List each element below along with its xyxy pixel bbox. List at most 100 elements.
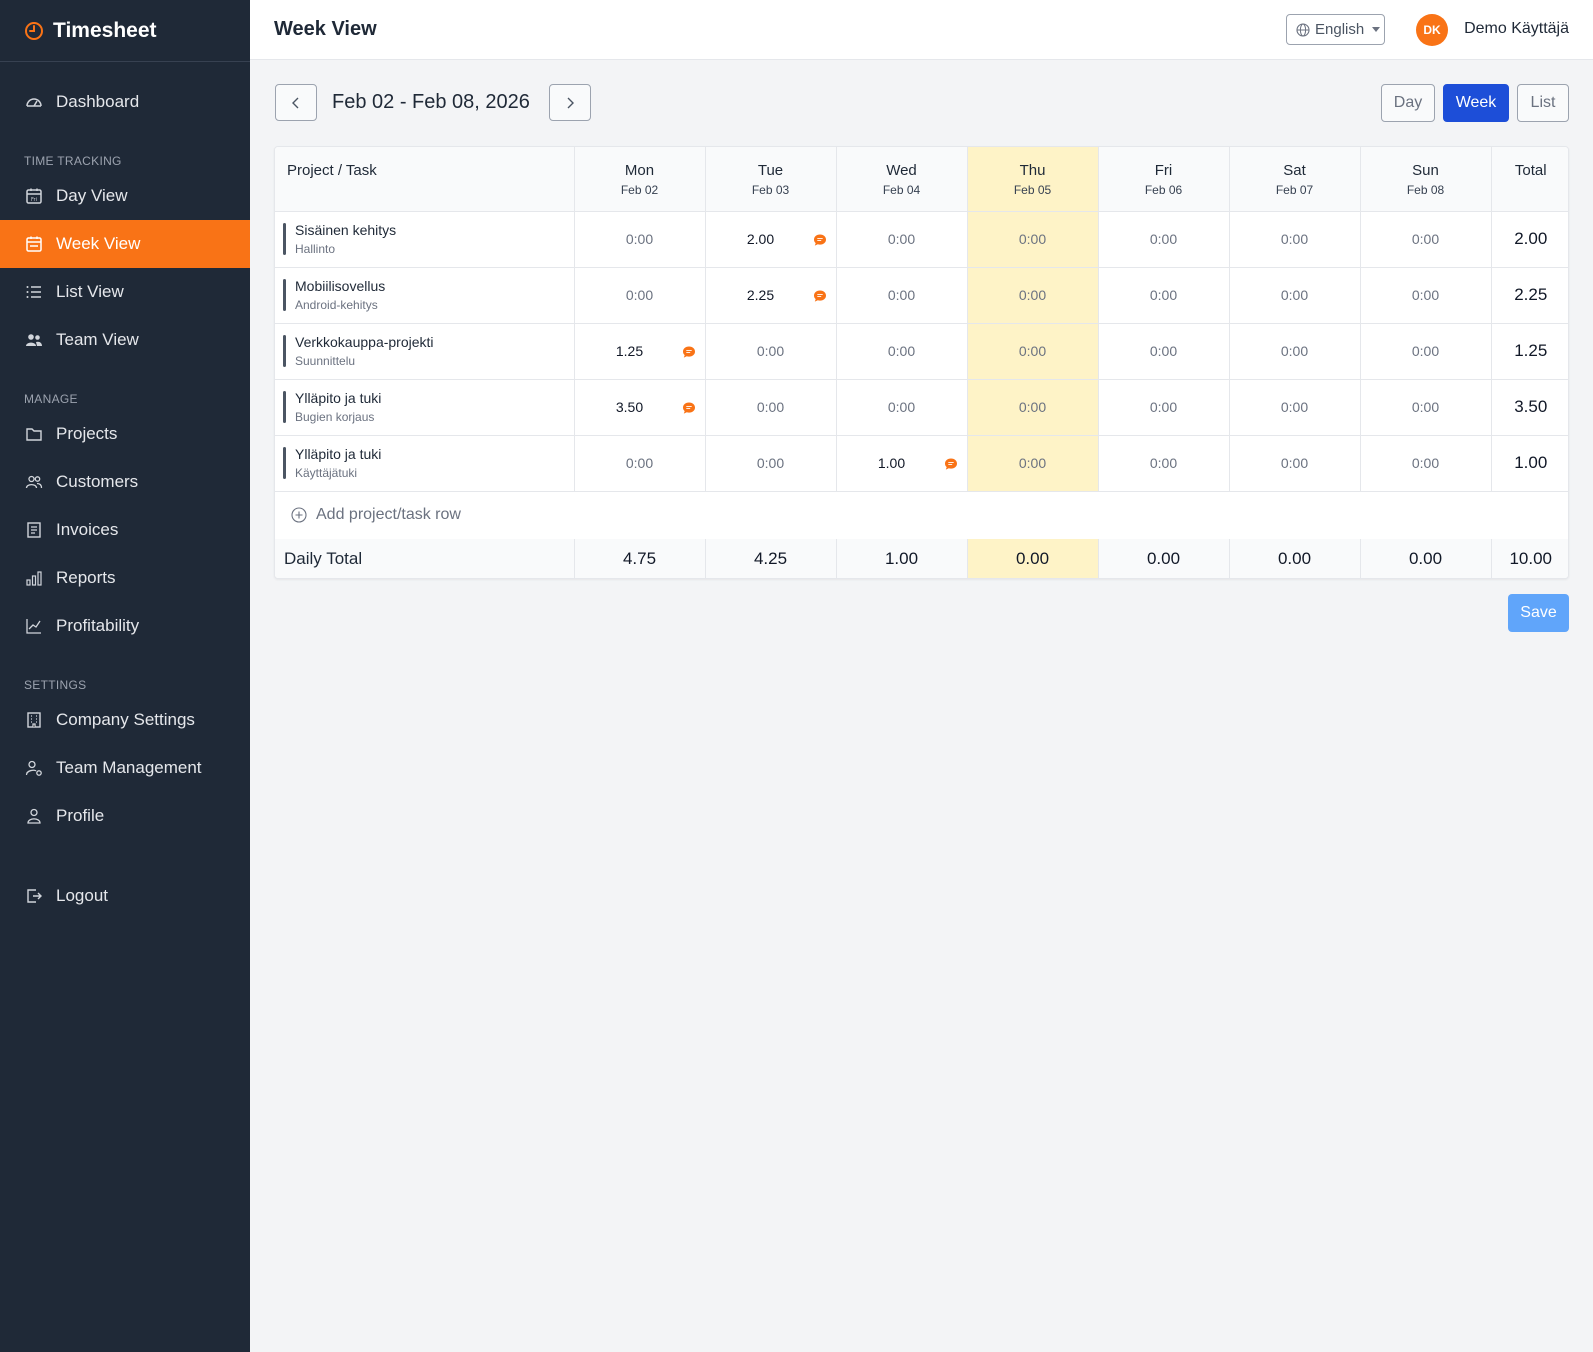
add-project-task-row-button[interactable]: Add project/task row xyxy=(291,506,1568,524)
hours-value[interactable]: 0:00 xyxy=(887,231,916,247)
hours-cell-fri[interactable]: 0:00 xyxy=(1098,379,1230,436)
hours-value[interactable]: 0:00 xyxy=(625,287,654,303)
avatar[interactable]: DK xyxy=(1416,14,1448,46)
hours-cell-mon[interactable]: 1.25 xyxy=(574,323,706,380)
sidebar-item-list-view[interactable]: List View xyxy=(0,268,250,316)
hours-cell-sun[interactable]: 0:00 xyxy=(1360,323,1492,380)
sidebar-item-company-settings[interactable]: Company Settings xyxy=(0,696,250,744)
hours-value[interactable]: 0:00 xyxy=(1149,455,1178,471)
hours-cell-sun[interactable]: 0:00 xyxy=(1360,267,1492,324)
comment-icon[interactable] xyxy=(813,289,827,303)
hours-cell-mon[interactable]: 0:00 xyxy=(574,211,706,268)
hours-cell-tue[interactable]: 0:00 xyxy=(705,379,837,436)
sidebar-item-day-view[interactable]: Fri Day View xyxy=(0,172,250,220)
comment-icon[interactable] xyxy=(944,457,958,471)
hours-value[interactable]: 0:00 xyxy=(1149,399,1178,415)
hours-cell-wed[interactable]: 0:00 xyxy=(836,211,968,268)
hours-cell-thu[interactable]: 0:00 xyxy=(967,435,1099,492)
hours-value[interactable]: 2.25 xyxy=(746,287,775,303)
sidebar-item-customers[interactable]: Customers xyxy=(0,458,250,506)
previous-week-button[interactable] xyxy=(275,84,317,121)
sidebar-item-dashboard[interactable]: Dashboard xyxy=(0,78,250,126)
hours-cell-sat[interactable]: 0:00 xyxy=(1229,323,1361,380)
sidebar-item-team-management[interactable]: Team Management xyxy=(0,744,250,792)
hours-cell-sun[interactable]: 0:00 xyxy=(1360,435,1492,492)
save-button[interactable]: Save xyxy=(1508,594,1569,632)
hours-value[interactable]: 0:00 xyxy=(1411,455,1440,471)
hours-value[interactable]: 1.25 xyxy=(615,343,644,359)
view-list-button[interactable]: List xyxy=(1517,84,1569,122)
hours-value[interactable]: 0:00 xyxy=(625,231,654,247)
hours-cell-mon[interactable]: 0:00 xyxy=(574,435,706,492)
sidebar-item-profitability[interactable]: Profitability xyxy=(0,602,250,650)
hours-value[interactable]: 0:00 xyxy=(756,455,785,471)
hours-value[interactable]: 0:00 xyxy=(1018,399,1047,415)
hours-cell-fri[interactable]: 0:00 xyxy=(1098,211,1230,268)
hours-cell-tue[interactable]: 2.25 xyxy=(705,267,837,324)
hours-cell-fri[interactable]: 0:00 xyxy=(1098,267,1230,324)
hours-value[interactable]: 0:00 xyxy=(1018,287,1047,303)
hours-cell-sat[interactable]: 0:00 xyxy=(1229,435,1361,492)
hours-value[interactable]: 2.00 xyxy=(746,231,775,247)
hours-value[interactable]: 1.00 xyxy=(877,455,906,471)
hours-value[interactable]: 0:00 xyxy=(1149,231,1178,247)
hours-cell-wed[interactable]: 0:00 xyxy=(836,379,968,436)
hours-value[interactable]: 0:00 xyxy=(887,287,916,303)
hours-cell-thu[interactable]: 0:00 xyxy=(967,379,1099,436)
hours-cell-wed[interactable]: 0:00 xyxy=(836,323,968,380)
hours-value[interactable]: 0:00 xyxy=(1280,399,1309,415)
comment-icon[interactable] xyxy=(813,233,827,247)
hours-cell-fri[interactable]: 0:00 xyxy=(1098,435,1230,492)
sidebar-item-team-view[interactable]: Team View xyxy=(0,316,250,364)
hours-value[interactable]: 0:00 xyxy=(1018,343,1047,359)
hours-cell-sat[interactable]: 0:00 xyxy=(1229,211,1361,268)
hours-value[interactable]: 0:00 xyxy=(1018,455,1047,471)
hours-cell-thu[interactable]: 0:00 xyxy=(967,211,1099,268)
hours-value[interactable]: 0:00 xyxy=(1411,231,1440,247)
hours-value[interactable]: 3.50 xyxy=(615,399,644,415)
hours-value[interactable]: 0:00 xyxy=(1149,343,1178,359)
sidebar-item-invoices[interactable]: Invoices xyxy=(0,506,250,554)
hours-cell-sat[interactable]: 0:00 xyxy=(1229,267,1361,324)
hours-value[interactable]: 0:00 xyxy=(756,343,785,359)
hours-value[interactable]: 0:00 xyxy=(1149,287,1178,303)
user-name[interactable]: Demo Käyttäjä xyxy=(1464,20,1569,37)
hours-value[interactable]: 0:00 xyxy=(1411,287,1440,303)
hours-value[interactable]: 0:00 xyxy=(625,455,654,471)
hours-cell-mon[interactable]: 0:00 xyxy=(574,267,706,324)
logout-button[interactable]: Logout xyxy=(0,872,250,920)
view-day-button[interactable]: Day xyxy=(1381,84,1435,122)
hours-cell-tue[interactable]: 2.00 xyxy=(705,211,837,268)
sidebar-item-week-view[interactable]: Week View xyxy=(0,220,250,268)
hours-cell-sun[interactable]: 0:00 xyxy=(1360,379,1492,436)
language-select[interactable]: English xyxy=(1286,14,1385,45)
sidebar-item-reports[interactable]: Reports xyxy=(0,554,250,602)
hours-cell-mon[interactable]: 3.50 xyxy=(574,379,706,436)
view-week-button[interactable]: Week xyxy=(1443,84,1509,122)
hours-value[interactable]: 0:00 xyxy=(1280,343,1309,359)
hours-cell-tue[interactable]: 0:00 xyxy=(705,323,837,380)
hours-value[interactable]: 0:00 xyxy=(1280,287,1309,303)
sidebar-item-profile[interactable]: Profile xyxy=(0,792,250,840)
hours-value[interactable]: 0:00 xyxy=(1018,231,1047,247)
hours-cell-wed[interactable]: 0:00 xyxy=(836,267,968,324)
hours-value[interactable]: 0:00 xyxy=(887,343,916,359)
hours-cell-sat[interactable]: 0:00 xyxy=(1229,379,1361,436)
hours-value[interactable]: 0:00 xyxy=(887,399,916,415)
brand[interactable]: Timesheet xyxy=(0,0,250,62)
hours-cell-fri[interactable]: 0:00 xyxy=(1098,323,1230,380)
comment-icon[interactable] xyxy=(682,345,696,359)
hours-cell-tue[interactable]: 0:00 xyxy=(705,435,837,492)
comment-icon[interactable] xyxy=(682,401,696,415)
hours-value[interactable]: 0:00 xyxy=(1280,231,1309,247)
next-week-button[interactable] xyxy=(549,84,591,121)
hours-value[interactable]: 0:00 xyxy=(1411,399,1440,415)
hours-cell-sun[interactable]: 0:00 xyxy=(1360,211,1492,268)
hours-value[interactable]: 0:00 xyxy=(1411,343,1440,359)
hours-value[interactable]: 0:00 xyxy=(1280,455,1309,471)
hours-cell-wed[interactable]: 1.00 xyxy=(836,435,968,492)
hours-cell-thu[interactable]: 0:00 xyxy=(967,323,1099,380)
sidebar-item-projects[interactable]: Projects xyxy=(0,410,250,458)
hours-value[interactable]: 0:00 xyxy=(756,399,785,415)
hours-cell-thu[interactable]: 0:00 xyxy=(967,267,1099,324)
